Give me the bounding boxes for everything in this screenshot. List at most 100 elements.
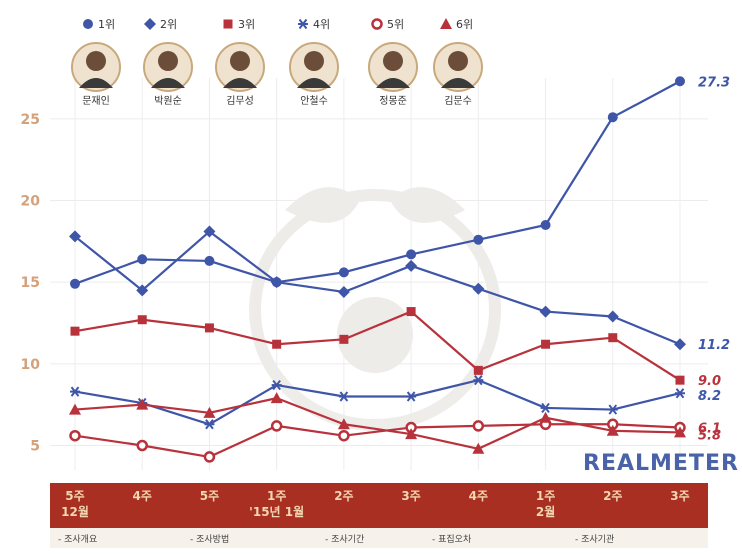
portrait-body: [151, 78, 185, 88]
legend-marker: [298, 18, 308, 30]
data-point: [272, 339, 282, 349]
footer-item: - 조사방법: [190, 534, 229, 545]
portrait-body: [376, 78, 410, 88]
data-point: [473, 375, 484, 386]
data-point: [607, 404, 618, 415]
data-point: [137, 315, 147, 325]
x-tick-label: 12월: [61, 504, 89, 519]
data-point: [338, 429, 350, 442]
data-point: [674, 338, 686, 351]
data-point: [69, 429, 81, 442]
x-tick-label: 5주: [200, 489, 219, 503]
y-tick-label: 10: [21, 357, 41, 373]
data-point: [69, 403, 81, 415]
legend-marker: [83, 19, 93, 29]
legend-label: 1위: [98, 18, 115, 31]
end-value-label: 8.2: [698, 389, 721, 404]
footer: - 조사개요 - 조사방법 - 조사기간 - 표집오차 - 조사기관: [58, 533, 614, 545]
data-point: [70, 278, 80, 289]
data-point: [69, 230, 81, 243]
legend-label: 5위: [387, 18, 404, 31]
x-tick-label: 1주: [267, 489, 286, 503]
data-point: [607, 112, 618, 123]
data-point: [203, 406, 216, 418]
data-point: [405, 259, 418, 272]
data-point: [136, 284, 149, 297]
x-tick-label: 3주: [401, 489, 420, 503]
data-point: [539, 411, 552, 423]
data-point: [137, 254, 148, 265]
data-point: [70, 386, 80, 397]
data-point: [271, 379, 282, 391]
data-point: [675, 375, 685, 385]
x-tick-label: 4주: [133, 489, 152, 503]
data-point: [270, 276, 283, 289]
candidate-portrait: [368, 42, 418, 92]
candidate-name: 정몽준: [379, 95, 407, 107]
data-point: [270, 420, 283, 432]
series-line: [74, 310, 681, 382]
series-5: [69, 418, 686, 463]
brand-logo: REALMETER: [583, 451, 739, 476]
legend-label: 3위: [238, 18, 255, 31]
x-tick-label: 2주: [334, 489, 353, 503]
legend-marker: [223, 19, 233, 29]
series-line: [74, 379, 681, 426]
y-tick-label: 15: [21, 275, 40, 291]
data-point: [406, 391, 417, 402]
data-point: [675, 388, 685, 399]
data-point: [472, 282, 485, 295]
data-point: [338, 391, 349, 402]
portrait-head: [383, 51, 403, 71]
data-point: [203, 451, 216, 463]
data-point: [337, 285, 350, 298]
portrait-head: [158, 51, 178, 71]
portrait-body: [223, 78, 257, 88]
portrait-body: [297, 78, 331, 88]
footer-item: - 표집오차: [432, 533, 472, 545]
y-axis: 5 10 15 20 25: [21, 112, 41, 455]
data-point: [204, 323, 214, 333]
series: [69, 76, 686, 463]
series-6: [69, 392, 686, 454]
portrait-body: [79, 78, 113, 88]
portrait-body: [441, 78, 475, 88]
data-point: [339, 334, 349, 344]
data-point: [270, 392, 283, 404]
series-3: [70, 307, 685, 385]
data-point: [70, 326, 80, 336]
data-point: [540, 220, 551, 230]
y-tick-label: 5: [30, 439, 40, 455]
data-point: [606, 310, 619, 323]
watermark-emblem: [249, 187, 501, 431]
end-value-label: 5.8: [698, 428, 721, 443]
x-tick-label: 4주: [469, 489, 488, 503]
data-point: [473, 365, 483, 375]
candidate-portrait: [433, 42, 483, 92]
x-tick-label: 2주: [603, 489, 622, 503]
end-labels: 27.3 11.2 9.08.2 6.15.8: [698, 75, 730, 443]
candidate-portrait: [71, 42, 121, 92]
legend-label: 4위: [313, 18, 330, 31]
series-2: [69, 225, 686, 351]
data-point: [674, 426, 686, 438]
data-point: [541, 339, 551, 349]
legend-label: 2위: [160, 18, 177, 31]
portrait-head: [230, 51, 250, 71]
data-point: [406, 307, 416, 317]
data-point: [472, 442, 485, 454]
footer-item: - 조사기관: [575, 534, 614, 545]
data-point: [540, 402, 551, 414]
data-point: [338, 267, 349, 278]
series-4: [70, 375, 685, 430]
legend-marker: [144, 18, 156, 30]
x-axis-band: [50, 483, 708, 528]
footer-item: - 조사개요: [58, 534, 97, 545]
data-point: [606, 424, 619, 436]
candidate-name: 안철수: [300, 95, 328, 107]
legend-marker: [371, 18, 383, 30]
end-value-label: 9.0: [698, 374, 721, 389]
